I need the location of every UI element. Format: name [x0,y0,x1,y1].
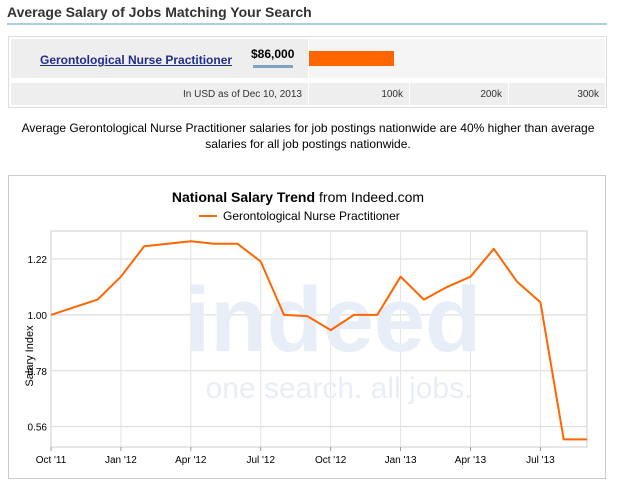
series-layer [50,240,588,441]
y-tick-label: 1.22 [28,255,48,266]
salary-description: Average Gerontological Nurse Practitione… [21,121,595,151]
y-tick-label: 1.00 [28,311,48,322]
data-point [73,306,75,308]
job-cell: Gerontological Nurse Practitioner $86,00… [11,39,308,78]
x-tick-label: Apr '13 [455,455,487,466]
series-line [50,240,587,441]
x-tick-label: Oct '12 [315,455,347,466]
data-point [516,281,518,283]
data-point [539,301,541,303]
scale-cell-300k: 300k [509,83,605,105]
plot-area [50,230,588,448]
data-point [400,276,402,278]
salary-table: Gerontological Nurse Practitioner $86,00… [8,36,607,108]
x-tick-label: Jul '13 [526,455,555,466]
data-point [260,260,262,262]
watermark-tagline: one search. all jobs. [206,372,473,405]
data-point [563,438,565,440]
data-point [120,276,122,278]
legend-label: Gerontological Nurse Practitioner [223,209,400,223]
salary-row: Gerontological Nurse Practitioner $86,00… [9,37,606,80]
salary-trend-chart: National Salary Trend from Indeed.com Ger… [8,175,606,479]
axes-layer: 0.56 0.78 1.00 1.22 Oct '11 Jan '12 Apr '12 Jul… [28,255,556,466]
plot-frame [50,230,588,448]
as-of-cell: In USD as of Dec 10, 2013 [11,83,308,105]
job-title-link[interactable]: Gerontological Nurse Practitioner [40,53,233,67]
salary-bar [309,51,394,66]
salary-value: $86,000 [251,47,295,61]
data-point [236,243,238,245]
x-tick-label: Jan '13 [385,455,417,466]
chart-canvas: National Salary Trend from Indeed.com Ger… [24,189,588,466]
header-divider [7,23,607,25]
y-axis-label: Salary Index [24,325,36,387]
x-tick-label: Jan '12 [105,455,137,466]
section-header: Average Salary of Jobs Matching Your Sea… [7,4,607,25]
as-of-note: In USD as of Dec 10, 2013 [183,89,302,100]
data-point [97,299,99,301]
data-point [586,438,588,440]
x-tick-label: Jul '12 [246,455,275,466]
x-tick-label: Apr '12 [175,455,207,466]
data-point [190,240,192,242]
data-point [213,243,215,245]
scale-cell-100k: 100k [309,83,409,105]
chart-title-rest: from Indeed.com [319,189,424,205]
data-point [353,314,355,316]
scale-label-300k: 300k [577,89,599,100]
data-point [167,243,169,245]
data-point [376,314,378,316]
chart-title-bold: National Salary Trend [172,189,315,205]
data-point [50,314,52,316]
data-point [283,314,285,316]
data-point [330,329,332,331]
salary-underline [253,65,293,68]
scale-label-200k: 200k [480,89,502,100]
scale-label-100k: 100k [381,89,403,100]
scale-row: In USD as of Dec 10, 2013 100k 200k 300k [9,81,606,107]
watermark-logo: indeed [185,269,481,371]
data-point [306,315,308,317]
data-point [423,299,425,301]
data-point [143,245,145,247]
x-tick-label: Oct '11 [36,455,67,466]
y-tick-label: 0.56 [28,423,48,434]
y-tick-label: 0.78 [28,367,48,378]
data-point [493,248,495,250]
data-point [446,286,448,288]
chart-title: National Salary Trend from Indeed.com [172,189,424,205]
scale-cell-200k: 200k [410,83,508,105]
data-point [469,276,471,278]
section-title: Average Salary of Jobs Matching Your Sea… [7,4,312,20]
